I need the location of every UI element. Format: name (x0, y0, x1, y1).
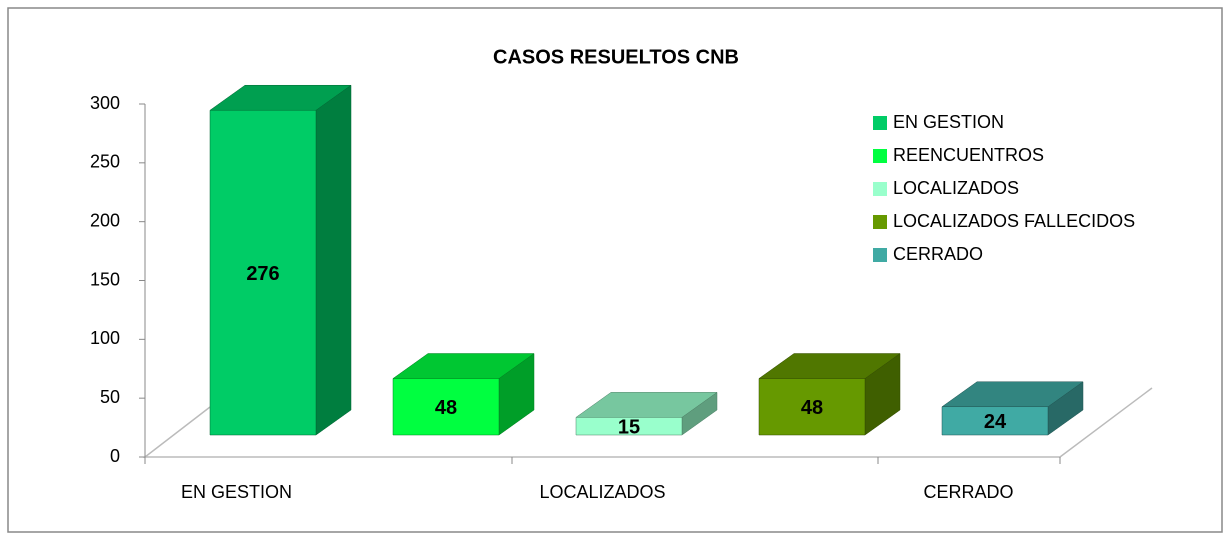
data-label: 48 (435, 397, 457, 419)
chart-title: CASOS RESUELTOS CNB (493, 46, 739, 68)
y-tick-label: 0 (110, 446, 120, 466)
x-tick-label: LOCALIZADOS (539, 482, 665, 502)
bar (209, 84, 352, 436)
y-tick-label: 250 (90, 152, 120, 172)
y-tick-label: 200 (90, 210, 120, 230)
legend-swatch (873, 149, 887, 163)
bar (392, 353, 535, 436)
bar-front (941, 406, 1049, 436)
chart-frame (7, 7, 1223, 533)
bar-side (315, 84, 352, 436)
x-tick-label: CERRADO (923, 482, 1013, 502)
legend-label: LOCALIZADOS FALLECIDOS (893, 211, 1135, 231)
legend-label: REENCUENTROS (893, 145, 1044, 165)
data-label: 24 (984, 411, 1007, 433)
bar (941, 381, 1084, 436)
bar-front (575, 417, 683, 436)
legend-swatch (873, 116, 887, 130)
y-tick-label: 100 (90, 328, 120, 348)
y-tick-label: 300 (90, 93, 120, 113)
legend-swatch (873, 182, 887, 196)
data-label: 276 (246, 263, 279, 285)
legend-label: EN GESTION (893, 112, 1004, 132)
bar (575, 391, 718, 436)
bar (758, 353, 901, 436)
legend-swatch (873, 215, 887, 229)
y-tick-label: 150 (90, 269, 120, 289)
x-tick-label: EN GESTION (181, 482, 292, 502)
data-label: 48 (801, 397, 823, 419)
legend-label: LOCALIZADOS (893, 178, 1019, 198)
bar-front (392, 378, 500, 436)
bar-front (209, 109, 317, 436)
legend-swatch (873, 248, 887, 262)
data-label: 15 (618, 416, 640, 438)
floor (142, 387, 1153, 458)
bar-front (758, 378, 866, 436)
y-tick-label: 50 (100, 387, 120, 407)
legend-label: CERRADO (893, 244, 983, 264)
